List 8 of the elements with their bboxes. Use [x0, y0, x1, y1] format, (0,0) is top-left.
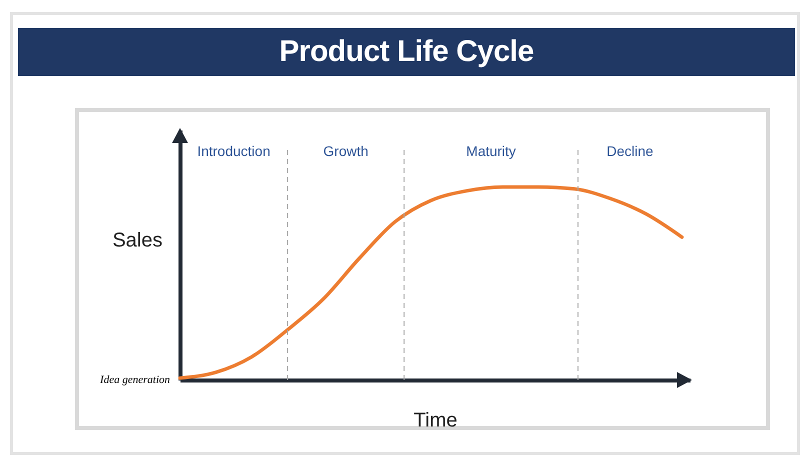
x-axis-title: Time — [414, 410, 458, 432]
text: Growth — [323, 143, 368, 160]
text: Introduction — [197, 143, 270, 160]
text: Maturity — [466, 143, 516, 160]
text: Idea generation — [99, 374, 170, 386]
y-axis-title: Sales — [112, 230, 162, 252]
chart-title: Product Life Cycle — [18, 28, 795, 76]
text: Decline — [606, 143, 654, 160]
